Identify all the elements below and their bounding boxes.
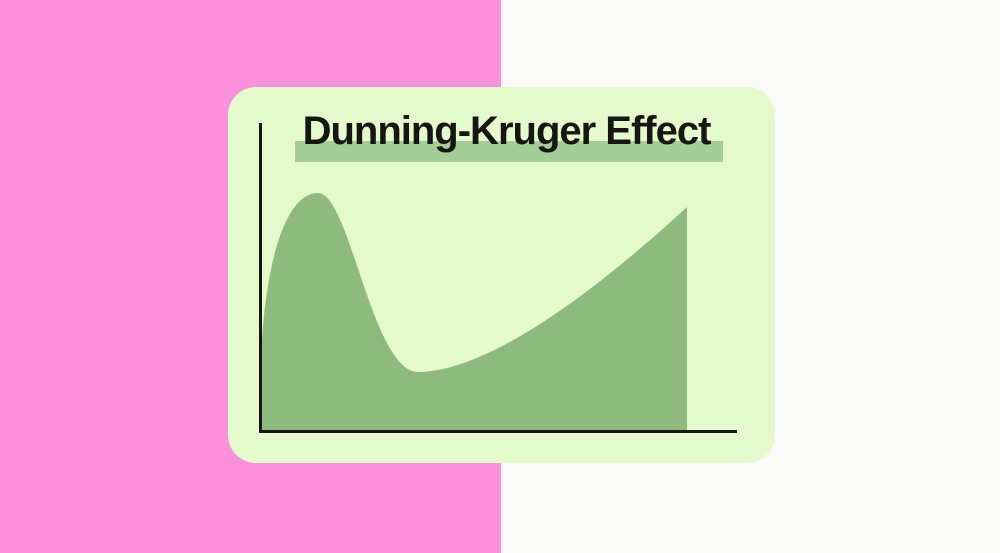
title-highlight-bar [295, 141, 723, 162]
chart-card: Dunning-Kruger Effect [228, 87, 775, 463]
dunning-kruger-area-chart [259, 123, 737, 433]
chart-title: Dunning-Kruger Effect [302, 109, 712, 153]
confidence-curve-area [262, 193, 687, 431]
